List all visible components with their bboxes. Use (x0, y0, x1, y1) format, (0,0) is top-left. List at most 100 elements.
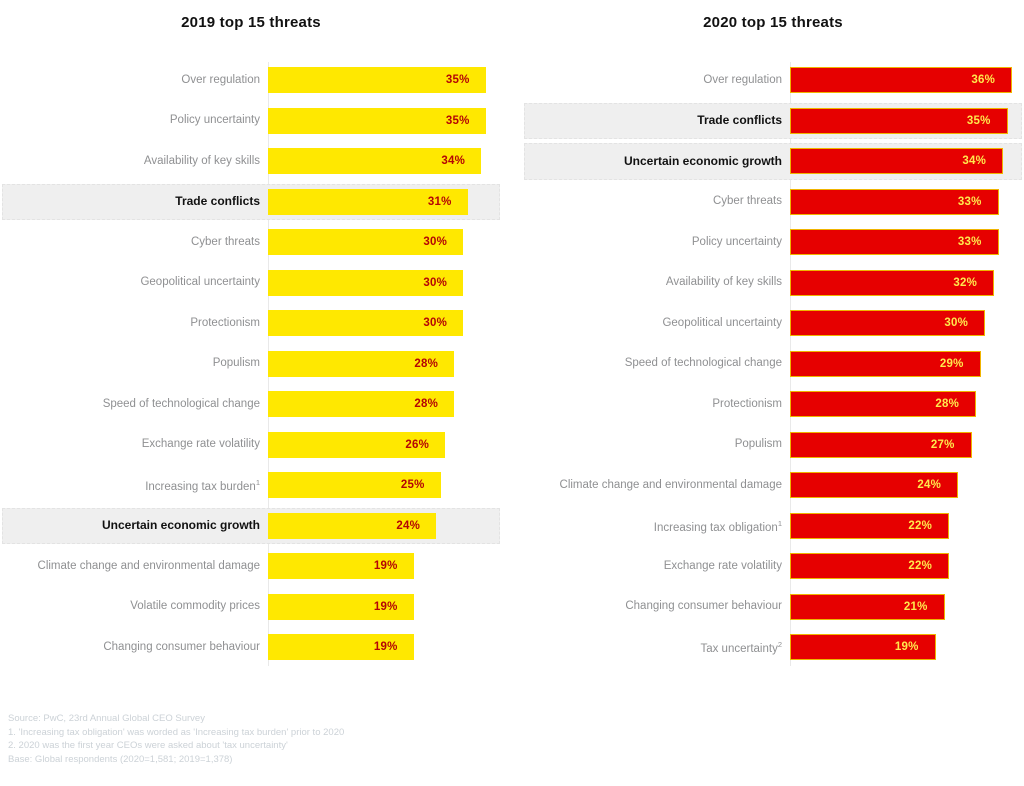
category-label: Protectionism (190, 316, 260, 329)
category-label: Over regulation (181, 73, 260, 86)
bar: 28% (268, 350, 454, 377)
bar-value-label: 30% (423, 276, 447, 289)
chart-row: Tax uncertainty2 19% (524, 627, 1022, 668)
chart-2019-top-threats: 2019 top 15 threats Over regulation 35% Po… (2, 14, 500, 668)
footnote-source: Source: PwC, 23rd Annual Global CEO Surv… (8, 713, 205, 724)
category-label: Climate change and environmental damage (37, 559, 260, 572)
bar: 26% (268, 431, 445, 458)
footnote-2: 2. 2020 was the first year CEOs were ask… (8, 740, 288, 751)
bar: 25% (268, 472, 441, 499)
bar: 30% (268, 269, 463, 296)
chart-row: Availability of key skills 34% (2, 141, 500, 182)
bar: 35% (790, 107, 1008, 134)
chart-row: Changing consumer behaviour 21% (524, 587, 1022, 628)
category-label: Trade conflicts (175, 194, 260, 209)
chart-row: Speed of technological change 28% (2, 384, 500, 425)
bar-value-label: 19% (373, 600, 398, 613)
bar: 27% (790, 431, 972, 458)
bar-value-label: 24% (396, 519, 420, 532)
category-label: Geopolitical uncertainty (662, 316, 782, 329)
bar-value-label: 28% (414, 357, 438, 370)
bar: 34% (268, 148, 481, 175)
bar-value-label: 30% (423, 236, 447, 249)
bar-value-label: 30% (423, 317, 447, 330)
bar: 35% (268, 107, 486, 134)
category-label: Policy uncertainty (691, 235, 782, 248)
bar: 22% (790, 553, 949, 580)
category-label: Policy uncertainty (169, 114, 260, 127)
bar-value-label: 34% (962, 155, 986, 168)
category-label: Speed of technological change (624, 357, 782, 370)
category-label: Exchange rate volatility (141, 438, 260, 451)
bar-value-label: 21% (903, 600, 928, 613)
chart-row: Geopolitical uncertainty 30% (2, 263, 500, 304)
bar: 30% (268, 310, 463, 337)
category-label: Geopolitical uncertainty (140, 276, 260, 289)
bar: 31% (268, 188, 468, 215)
bar-value-label: 22% (908, 560, 932, 573)
chart-row: Exchange rate volatility 26% (2, 425, 500, 466)
chart-row: Protectionism 30% (2, 303, 500, 344)
chart-row: Cyber threats 33% (524, 182, 1022, 223)
category-label: Cyber threats (712, 195, 782, 208)
footnote-1: 1. 'Increasing tax obligation' was worde… (8, 726, 345, 738)
chart-row: Over regulation 36% (524, 60, 1022, 101)
chart-row: Protectionism 28% (524, 384, 1022, 425)
chart-row: Uncertain economic growth 34% (524, 141, 1022, 182)
chart-row: Populism 28% (2, 344, 500, 385)
bar: 22% (790, 512, 949, 539)
chart-2020-top-threats: 2020 top 15 threats Over regulation 36% Tr… (524, 14, 1022, 668)
bar: 35% (268, 67, 486, 94)
chart-row: Volatile commodity prices 19% (2, 587, 500, 628)
chart-row: Climate change and environmental damage 2… (524, 465, 1022, 506)
category-label: Uncertain economic growth (623, 153, 782, 168)
chart-row: Trade conflicts 35% (524, 101, 1022, 142)
category-label: Populism (212, 357, 260, 370)
bar-value-label: 30% (944, 317, 968, 330)
bar-value-label: 19% (373, 560, 398, 573)
bar: 19% (268, 634, 414, 661)
bar: 21% (790, 593, 945, 620)
chart-row: Increasing tax burden1 25% (2, 465, 500, 506)
bar: 30% (268, 229, 463, 256)
chart-rows-2019: Over regulation 35% Policy uncertainty 35% A… (2, 60, 500, 668)
bar: 36% (790, 67, 1012, 94)
bar-value-label: 33% (957, 236, 982, 249)
chart-row: Climate change and environmental damage 1… (2, 546, 500, 587)
footnote-marker: 1 (255, 478, 260, 488)
bar-value-label: 25% (400, 479, 425, 492)
category-label: Speed of technological change (102, 397, 260, 410)
bar: 19% (268, 553, 414, 580)
category-label: Availability of key skills (143, 154, 260, 167)
bar-value-label: 19% (373, 641, 398, 654)
bar: 24% (790, 472, 958, 499)
bar: 19% (268, 593, 414, 620)
bar-value-label: 24% (917, 479, 941, 492)
footnote-base: Base: Global respondents (2020=1,581; 20… (8, 753, 233, 765)
chart-row: Increasing tax obligation1 22% (524, 506, 1022, 547)
category-label: Availability of key skills (665, 276, 782, 289)
category-label: Increasing tax burden1 (145, 478, 260, 494)
bar: 33% (790, 188, 999, 215)
category-label: Increasing tax obligation1 (653, 518, 782, 534)
bar: 24% (268, 512, 436, 539)
chart-rows-2020: Over regulation 36% Trade conflicts 35% Unce… (524, 60, 1022, 668)
bar: 29% (790, 350, 981, 377)
category-label: Changing consumer behaviour (625, 600, 782, 613)
chart-row: Policy uncertainty 35% (2, 101, 500, 142)
chart-row: Populism 27% (524, 425, 1022, 466)
bar: 28% (790, 391, 976, 418)
category-label: Changing consumer behaviour (103, 640, 260, 653)
bar-value-label: 35% (445, 74, 470, 87)
chart-row: Policy uncertainty 33% (524, 222, 1022, 263)
bar-value-label: 36% (971, 74, 995, 87)
bar-value-label: 22% (908, 519, 932, 532)
bar-value-label: 32% (953, 276, 977, 289)
chart-title-2019: 2019 top 15 threats (181, 14, 321, 31)
category-label: Over regulation (703, 73, 782, 86)
bar-value-label: 34% (441, 155, 465, 168)
chart-row: Speed of technological change 29% (524, 344, 1022, 385)
bar-value-label: 31% (427, 195, 452, 208)
bar: 28% (268, 391, 454, 418)
